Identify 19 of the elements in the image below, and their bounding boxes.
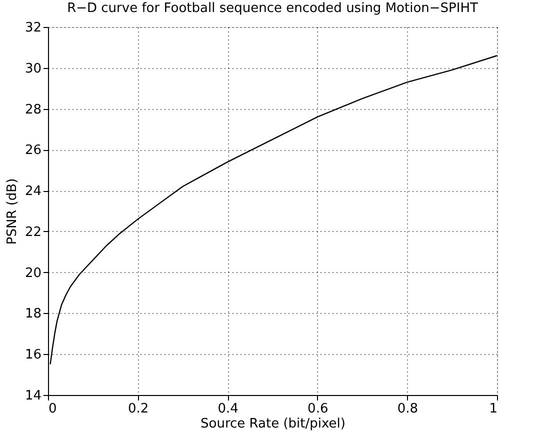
y-tick-label: 24	[24, 184, 42, 200]
x-tick-label: 0.2	[128, 402, 149, 416]
x-axis-title: Source Rate (bit/pixel)	[200, 416, 346, 432]
chart-title: R−D curve for Football sequence encoded using Motion−SPIHT	[67, 1, 478, 16]
y-tick-label: 32	[24, 20, 42, 36]
y-tick-label: 30	[24, 61, 42, 76]
y-tick-label: 14	[24, 388, 42, 404]
x-tick-label: 0.4	[218, 402, 238, 416]
y-tick-label: 22	[24, 224, 42, 240]
x-tick-label: 0.6	[308, 402, 328, 416]
y-tick-label: 28	[24, 102, 42, 118]
x-tick-label: 0	[48, 402, 57, 416]
y-tick-label: 16	[24, 348, 42, 363]
x-tick-label: 0.8	[397, 402, 418, 416]
y-tick-label: 18	[24, 306, 42, 322]
y-tick-label: 26	[24, 143, 42, 158]
x-tick-label: 1	[489, 402, 498, 416]
y-tick-label: 20	[24, 266, 42, 281]
y-axis-title: PSNR (dB)	[4, 178, 20, 245]
